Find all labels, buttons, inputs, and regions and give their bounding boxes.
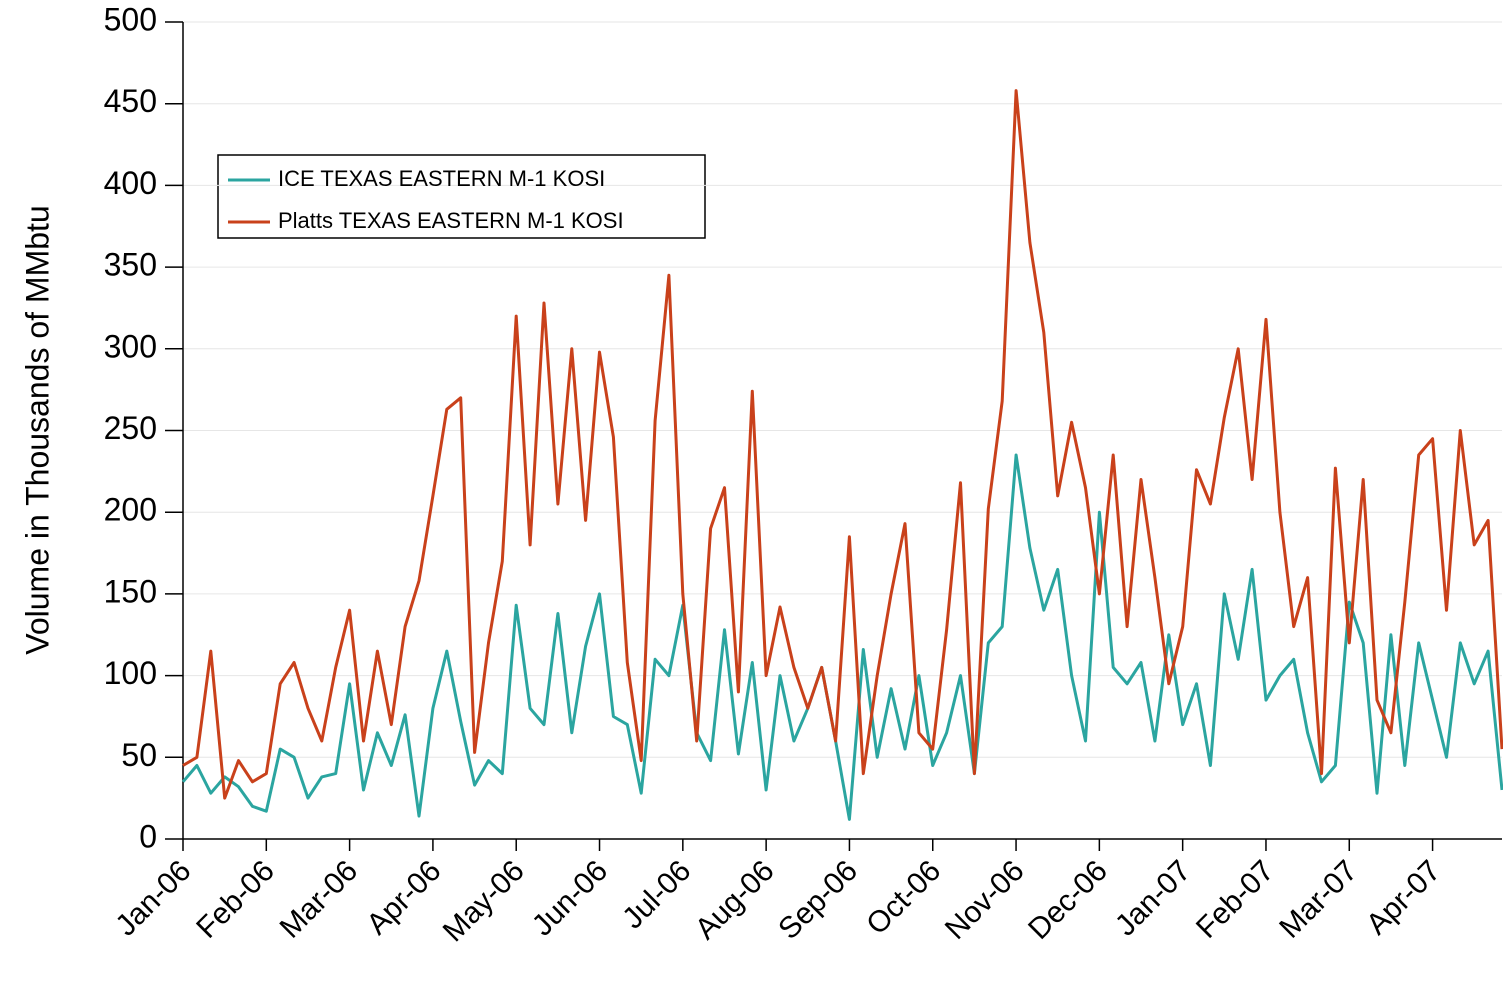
x-tick-label: Mar-06 bbox=[274, 854, 365, 945]
legend-label: Platts TEXAS EASTERN M-1 KOSI bbox=[278, 208, 624, 233]
y-tick-label: 50 bbox=[121, 737, 157, 773]
y-tick-label: 350 bbox=[104, 247, 157, 283]
x-tick-label: Jan-06 bbox=[109, 854, 197, 942]
x-tick-label: Feb-07 bbox=[1190, 854, 1281, 945]
x-tick-label: Oct-06 bbox=[860, 854, 947, 941]
y-tick-label: 250 bbox=[104, 410, 157, 446]
y-tick-label: 200 bbox=[104, 492, 157, 528]
x-tick-label: Feb-06 bbox=[190, 854, 281, 945]
y-tick-label: 150 bbox=[104, 573, 157, 609]
x-tick-label: Aug-06 bbox=[689, 854, 781, 946]
x-tick-label: May-06 bbox=[437, 854, 531, 948]
y-tick-label: 400 bbox=[104, 165, 157, 201]
y-tick-label: 500 bbox=[104, 1, 157, 37]
x-tick-label: Apr-06 bbox=[360, 854, 447, 941]
series-line bbox=[181, 453, 1503, 821]
x-tick-label: Apr-07 bbox=[1360, 854, 1447, 941]
x-tick-label: Jun-06 bbox=[526, 854, 614, 942]
series-line bbox=[182, 89, 1503, 800]
y-axis-label: Volume in Thousands of MMbtu bbox=[19, 205, 55, 654]
y-tick-label: 300 bbox=[104, 328, 157, 364]
x-tick-label: Jul-06 bbox=[616, 854, 697, 935]
x-tick-label: Dec-06 bbox=[1022, 854, 1114, 946]
y-tick-label: 0 bbox=[139, 818, 157, 854]
y-tick-label: 450 bbox=[104, 83, 157, 119]
x-tick-label: Mar-07 bbox=[1273, 854, 1364, 945]
x-tick-label: Nov-06 bbox=[939, 854, 1031, 946]
y-tick-label: 100 bbox=[104, 655, 157, 691]
legend-label: ICE TEXAS EASTERN M-1 KOSI bbox=[278, 166, 605, 191]
x-tick-label: Jan-07 bbox=[1109, 854, 1197, 942]
legend-box bbox=[217, 154, 706, 239]
x-tick-label: Sep-06 bbox=[772, 854, 864, 946]
